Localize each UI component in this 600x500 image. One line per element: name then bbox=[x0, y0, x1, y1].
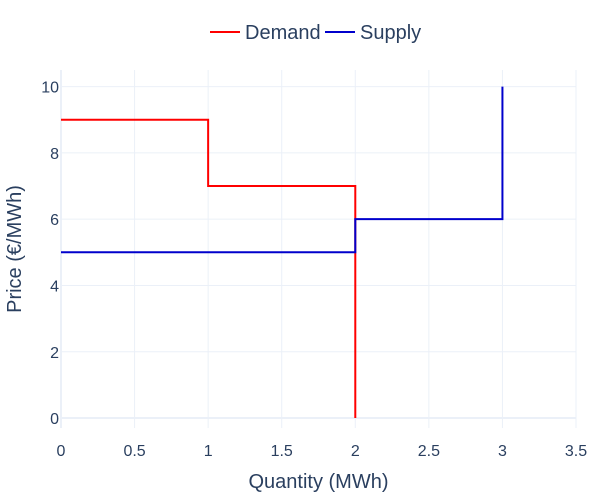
y-tick-label: 4 bbox=[50, 278, 59, 295]
x-tick-label: 0.5 bbox=[123, 443, 145, 460]
x-tick-label: 1.5 bbox=[271, 443, 293, 460]
y-tick-label: 0 bbox=[50, 411, 59, 428]
x-axis-ticks: 0 0.5 1 1.5 2 2.5 3 3.5 bbox=[57, 443, 588, 460]
y-tick-label: 10 bbox=[41, 80, 59, 97]
x-tick-label: 1 bbox=[204, 443, 213, 460]
legend-item-supply[interactable]: Supply bbox=[325, 22, 421, 44]
y-tick-label: 8 bbox=[50, 146, 59, 163]
x-tick-label: 3 bbox=[498, 443, 507, 460]
y-tick-label: 2 bbox=[50, 345, 59, 362]
x-tick-label: 2.5 bbox=[418, 443, 440, 460]
series-line-supply bbox=[61, 86, 504, 254]
legend[interactable]: Demand Supply bbox=[210, 22, 421, 44]
x-tick-label: 3.5 bbox=[565, 443, 587, 460]
legend-label: Demand bbox=[245, 22, 321, 44]
x-tick-label: 2 bbox=[351, 443, 360, 460]
x-axis-title: Quantity (MWh) bbox=[248, 471, 388, 493]
y-tick-label: 6 bbox=[50, 212, 59, 229]
legend-item-demand[interactable]: Demand bbox=[210, 22, 321, 44]
plot-series bbox=[61, 86, 504, 419]
y-axis-ticks: 0 2 4 6 8 10 bbox=[41, 80, 59, 428]
series-line-demand bbox=[61, 118, 357, 419]
y-axis-title: Price (€/MWh) bbox=[4, 185, 26, 313]
legend-label: Supply bbox=[360, 22, 421, 44]
grid-lines bbox=[60, 70, 577, 428]
x-tick-label: 0 bbox=[57, 443, 66, 460]
